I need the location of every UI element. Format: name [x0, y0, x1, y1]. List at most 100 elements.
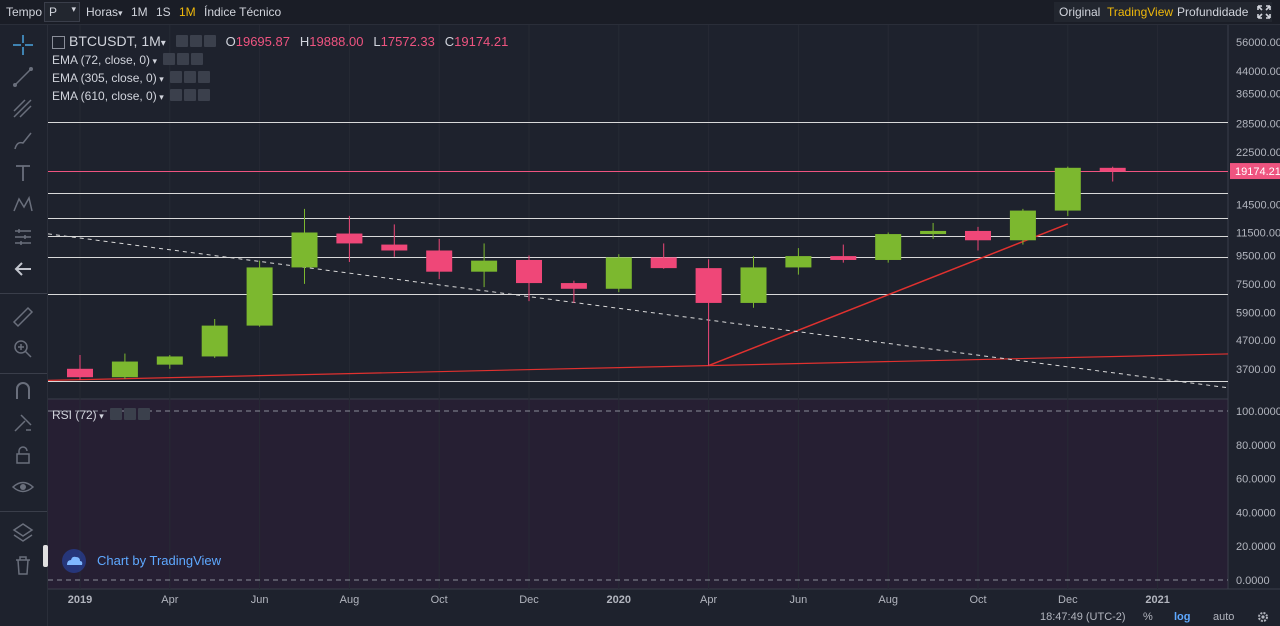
back-arrow-icon[interactable]	[11, 257, 35, 281]
interval-1s-button[interactable]: 1S	[156, 5, 171, 19]
trend-line-icon[interactable]	[11, 65, 35, 89]
price-axis-label: 44000.00	[1236, 66, 1280, 78]
candle-body	[111, 361, 138, 378]
chevron-down-icon[interactable]: ▾	[156, 74, 164, 84]
gear-icon	[177, 53, 190, 66]
magnet-icon[interactable]	[11, 379, 35, 403]
chevron-down-icon[interactable]: ▾	[156, 92, 164, 102]
candle-body	[1099, 167, 1126, 172]
time-axis-label: 2021	[1145, 594, 1169, 606]
trash-icon[interactable]	[11, 553, 35, 577]
time-axis-label: Oct	[969, 594, 986, 606]
price-axis-label: 56000.00	[1236, 37, 1280, 49]
cloud-logo-icon	[62, 549, 86, 573]
price-axis-label: 28500.00	[1236, 118, 1280, 130]
rsi-legend[interactable]: RSI (72) ▾	[52, 408, 152, 423]
status-bar: 18:47:49 (UTC-2) % log auto	[48, 608, 1280, 626]
time-axis-label: Apr	[700, 594, 717, 606]
eye-icon[interactable]	[175, 35, 188, 48]
sidebar-divider	[0, 293, 47, 294]
text-icon[interactable]	[11, 161, 35, 185]
chevron-down-icon: ▾	[71, 4, 76, 14]
candle-body	[650, 257, 677, 269]
close-icon	[197, 71, 210, 84]
zoom-icon[interactable]	[11, 337, 35, 361]
candle-body	[920, 230, 947, 235]
symbol-label[interactable]: BTCUSDT, 1M	[69, 33, 161, 49]
ruler-icon[interactable]	[11, 305, 35, 329]
candle-body	[740, 267, 767, 303]
candle-body	[830, 256, 857, 260]
rsi-pane-bg	[48, 399, 1228, 589]
interval-1mo-button[interactable]: 1M	[179, 5, 196, 19]
collapse-icon[interactable]	[52, 35, 65, 49]
price-axis-label: 22500.00	[1236, 147, 1280, 159]
open-value: 19695.87	[235, 34, 290, 49]
chevron-down-icon: ▾	[118, 8, 123, 18]
candle-body	[1054, 167, 1081, 211]
chevron-down-icon[interactable]: ▾	[160, 38, 166, 49]
fib-icon[interactable]	[11, 97, 35, 121]
symbol-legend: BTCUSDT, 1M▾ O19695.87 H19888.00 L17572.…	[52, 33, 508, 50]
open-label: O	[225, 34, 236, 49]
candle-body	[201, 325, 228, 357]
time-axis-label: Dec	[519, 594, 539, 606]
gear-icon[interactable]	[1256, 610, 1270, 624]
time-axis-label: Jun	[251, 594, 269, 606]
measure-icon[interactable]	[11, 225, 35, 249]
view-original-tab[interactable]: Original	[1059, 5, 1101, 19]
candle-body	[246, 267, 273, 326]
time-axis-label: Jun	[790, 594, 808, 606]
interval-1m-button[interactable]: 1M	[131, 5, 148, 19]
eye-icon[interactable]	[11, 475, 35, 499]
close-value: 19174.21	[454, 34, 509, 49]
gear-icon	[183, 71, 196, 84]
period-select[interactable]: P ▾	[44, 2, 80, 22]
legend-actions	[175, 34, 218, 50]
view-depth-tab[interactable]: Profundidade	[1177, 5, 1249, 19]
watermark-text: Chart by TradingView	[97, 553, 222, 568]
rsi-axis-label: 80.0000	[1236, 440, 1276, 452]
ema-legend-3[interactable]: EMA (610, close, 0) ▾	[52, 89, 212, 104]
rsi-axis-label: 100.0000	[1236, 406, 1280, 418]
close-icon[interactable]	[203, 35, 216, 48]
candle-body	[785, 256, 812, 268]
percent-scale-button[interactable]: %	[1143, 611, 1153, 623]
lock-drawing-icon[interactable]	[11, 411, 35, 435]
price-chart[interactable]: 56000.00 44000.00 36500.00 28500.00 22500.00…	[48, 25, 1280, 608]
chevron-down-icon[interactable]: ▾	[96, 411, 104, 421]
low-value: 17572.33	[380, 34, 435, 49]
crosshair-icon[interactable]	[11, 33, 35, 57]
price-axis-label: 14500.00	[1236, 200, 1280, 212]
lock-icon[interactable]	[11, 443, 35, 467]
log-scale-button[interactable]: log	[1174, 611, 1191, 623]
indicator-button[interactable]: Índice Técnico	[204, 5, 282, 19]
rsi-axis-label: 40.0000	[1236, 507, 1276, 519]
price-axis-label: 11500.00	[1236, 227, 1280, 239]
candle-body	[381, 244, 408, 251]
candle-body	[156, 356, 183, 365]
clock-readout: 18:47:49 (UTC-2)	[1040, 611, 1126, 623]
candle-body	[291, 232, 318, 268]
auto-scale-button[interactable]: auto	[1213, 611, 1235, 623]
fullscreen-icon[interactable]	[1256, 4, 1272, 20]
sidebar-scroll-handle[interactable]	[43, 545, 48, 567]
pattern-icon[interactable]	[11, 193, 35, 217]
close-label: C	[444, 34, 455, 49]
high-value: 19888.00	[309, 34, 364, 49]
ema-legend-2[interactable]: EMA (305, close, 0) ▾	[52, 71, 212, 86]
time-axis-label: Aug	[340, 594, 360, 606]
layers-icon[interactable]	[11, 521, 35, 545]
brush-icon[interactable]	[11, 129, 35, 153]
chevron-down-icon[interactable]: ▾	[150, 56, 158, 66]
view-tradingview-tab[interactable]: TradingView	[1107, 5, 1174, 19]
gear-icon[interactable]	[189, 35, 202, 48]
rsi-axis-label: 60.0000	[1236, 474, 1276, 486]
sidebar-divider	[0, 511, 47, 512]
price-axis-label: 36500.00	[1236, 89, 1280, 101]
horas-dropdown[interactable]: Horas▾	[86, 5, 123, 19]
price-axis-label: 9500.00	[1236, 250, 1276, 262]
last-price-tag	[1230, 163, 1280, 180]
ema-legend-1[interactable]: EMA (72, close, 0) ▾	[52, 53, 205, 68]
tradingview-watermark[interactable]: Chart by TradingView	[62, 548, 232, 574]
